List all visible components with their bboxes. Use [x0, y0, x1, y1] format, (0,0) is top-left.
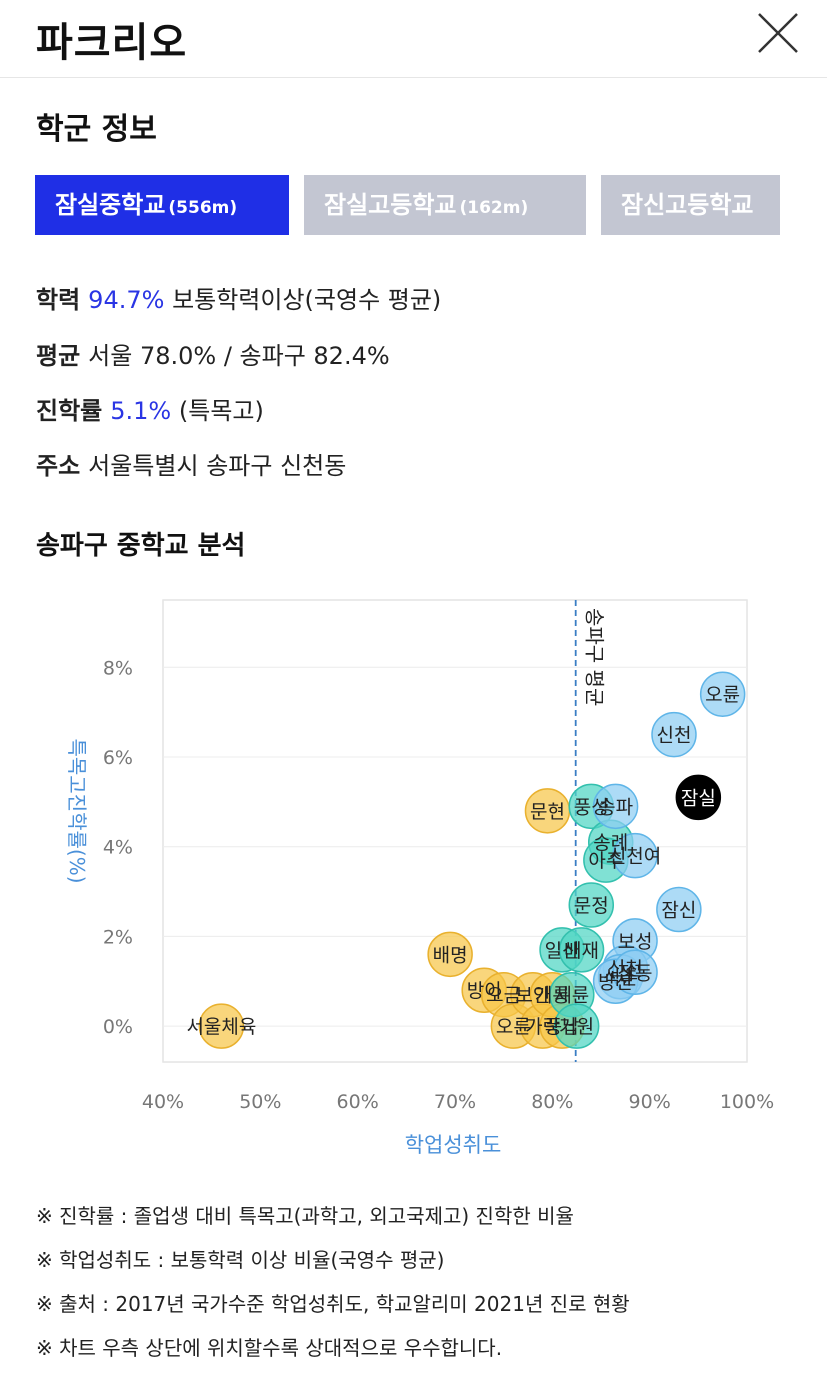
data-point: [675, 774, 722, 821]
data-point-label: 오륜: [496, 1016, 531, 1038]
data-point-label: 가락: [525, 1016, 560, 1038]
tab-school-name: 잠실고등학교: [324, 191, 457, 219]
x-tick-label: 60%: [337, 1091, 379, 1113]
x-tick-label: 100%: [720, 1091, 774, 1113]
data-point: [553, 1003, 600, 1049]
advancement-desc: (특목고): [178, 397, 264, 425]
info-academic: 학력 94.7% 보통학력이상(국영수 평균): [36, 280, 441, 315]
x-tick-label: 50%: [239, 1091, 281, 1113]
info-address: 주소 서울특별시 송파구 신천동: [36, 446, 346, 481]
tab-school-distance: (556m): [168, 198, 238, 218]
info-advancement: 진학률 5.1% (특목고): [36, 391, 264, 426]
data-point-label: 방이: [467, 980, 502, 1002]
data-point-label: 잠신: [661, 899, 696, 921]
reference-line-label: 송파구 평균: [583, 608, 607, 706]
data-point-label: 풍성: [574, 796, 609, 818]
x-tick-label: 70%: [434, 1091, 476, 1113]
scatter-chart: 0% 2% 4% 6% 8% 40% 50% 60% 70% 80% 90% 100% 학업성취도 특목고…: [65, 599, 774, 1157]
data-point: [651, 711, 697, 758]
x-tick-label: 40%: [142, 1091, 184, 1113]
y-tick-label: 6%: [103, 747, 133, 769]
data-point-label: 잠동: [618, 962, 653, 984]
plot-area: [162, 599, 748, 1063]
data-point-label: 보인: [515, 985, 550, 1007]
academic-value: 94.7%: [88, 286, 165, 314]
info-label: 진학률: [36, 397, 103, 425]
data-point: [612, 832, 658, 879]
close-icon[interactable]: [755, 10, 801, 56]
x-tick-label: 90%: [629, 1091, 671, 1113]
tab-school-1[interactable]: 잠실중학교 (556m): [35, 175, 289, 235]
footnote: ※ 차트 우측 상단에 위치할수록 상대적으로 우수합니다.: [36, 1336, 503, 1360]
y-axis-title: 특목고진학률(%): [65, 738, 89, 883]
data-point-label: 송례: [593, 832, 628, 854]
data-point: [699, 671, 746, 717]
data-point-label: 보성: [618, 931, 653, 953]
data-point-label: 풍납: [545, 1016, 580, 1038]
y-tick-label: 4%: [103, 837, 133, 859]
data-point: [198, 1003, 245, 1049]
tab-school-name: 잠신고등학교: [621, 191, 754, 219]
header: 파크리오: [0, 0, 827, 78]
x-tick-label: 80%: [531, 1091, 573, 1113]
average-text: 서울 78.0% / 송파구 82.4%: [88, 342, 390, 370]
info-average: 평균 서울 78.0% / 송파구 82.4%: [36, 336, 390, 371]
y-tick-label: 0%: [103, 1016, 133, 1038]
tab-school-2[interactable]: 잠실고등학교 (162m): [304, 175, 586, 235]
data-point-label: 오륜: [705, 684, 740, 706]
data-point-label: 방산: [598, 971, 633, 993]
data-point-label: 일신: [545, 940, 580, 962]
data-point-label: 문정: [574, 895, 609, 917]
info-label: 주소: [36, 452, 81, 480]
info-label: 학력: [36, 286, 81, 314]
tab-school-name: 잠실중학교: [55, 191, 166, 219]
data-point-label: 석촌: [603, 967, 638, 989]
section-title: 학군 정보: [36, 112, 157, 147]
data-point: [612, 949, 658, 996]
y-tick-label: 8%: [103, 657, 133, 679]
data-point-label: 개롱: [535, 985, 570, 1007]
data-point: [558, 927, 605, 973]
address-text: 서울특별시 송파구 신천동: [88, 452, 347, 480]
data-point-label: 신천여: [609, 846, 661, 868]
data-point-label: 잠실: [681, 787, 716, 809]
footnote: ※ 진학률 : 졸업생 대비 특목고(과학고, 외고국제고) 진학한 비율: [36, 1204, 574, 1228]
data-point: [427, 931, 473, 978]
advancement-value: 5.1%: [110, 397, 172, 425]
data-point-label: 배명: [433, 944, 468, 966]
data-point-label: 서울체육: [186, 1016, 256, 1038]
page-title: 파크리오: [36, 20, 188, 66]
academic-desc: 보통학력이상(국영수 평균): [172, 286, 442, 314]
data-point: [592, 783, 639, 830]
footnote: ※ 출처 : 2017년 국가수준 학업성취도, 학교알리미 2021년 진로 …: [36, 1292, 630, 1316]
data-point-label: 신천: [657, 725, 692, 747]
data-point: [656, 886, 702, 933]
school-tabs: 잠실중학교 (556m) 잠실고등학교 (162m) 잠신고등학교: [35, 175, 780, 235]
info-label: 평균: [36, 342, 81, 370]
data-point-label: 거원: [559, 1016, 594, 1038]
data-point-label: 오금: [486, 985, 521, 1007]
footnote: ※ 학업성취도 : 보통학력 이상 비율(국영수 평균): [36, 1248, 445, 1272]
data-point-label: 신천: [608, 958, 643, 980]
data-point-label: 문현: [530, 801, 565, 823]
tab-school-distance: (162m): [459, 198, 529, 218]
y-tick-label: 2%: [103, 926, 133, 948]
data-point-label: 아주: [588, 850, 623, 872]
data-point-label: 송파: [598, 796, 633, 818]
data-point: [568, 882, 615, 928]
x-axis-title: 학업성취도: [405, 1133, 502, 1157]
chart-title: 송파구 중학교 분석: [36, 531, 246, 561]
data-point-label: 세륜: [554, 985, 589, 1007]
data-point-label: 배재: [564, 940, 599, 962]
tab-school-3[interactable]: 잠신고등학교: [601, 175, 780, 235]
